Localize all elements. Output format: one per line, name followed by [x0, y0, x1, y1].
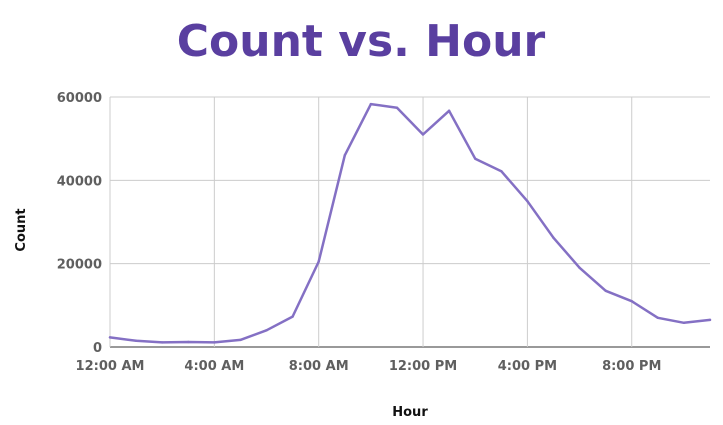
data-point: [578, 266, 581, 270]
data-point: [630, 299, 633, 303]
data-point: [447, 109, 451, 112]
data-point: [369, 102, 373, 106]
data-point: [526, 199, 529, 203]
data-point: [291, 315, 294, 318]
data-point: [604, 289, 607, 292]
x-tick-label: 8:00 PM: [602, 359, 661, 374]
chart-title: Count vs. Hour: [177, 16, 546, 67]
series-layer: [108, 102, 712, 344]
data-point: [708, 318, 712, 322]
data-point: [265, 329, 268, 332]
data-point: [552, 236, 555, 240]
y-tick-label: 60000: [57, 91, 102, 106]
x-tick-label: 8:00 AM: [289, 359, 349, 374]
x-tick-label: 12:00 PM: [389, 359, 457, 374]
y-tick-label: 20000: [57, 258, 102, 273]
data-point: [213, 341, 216, 344]
grid-lines: [109, 96, 710, 348]
axis-ticks: 0 20000 40000 60000 12:00 AM 4:00 AM 8:00 AM 12…: [57, 91, 662, 374]
x-tick-label: 4:00 PM: [498, 359, 557, 374]
y-tick-label: 0: [93, 341, 102, 356]
x-tick-label: 12:00 AM: [76, 359, 145, 374]
data-point: [134, 339, 138, 342]
data-point: [474, 157, 477, 160]
series-line-count: [108, 102, 712, 344]
data-point: [395, 106, 399, 110]
data-point: [317, 260, 320, 263]
data-point: [421, 133, 425, 136]
x-axis-label: Hour: [392, 405, 428, 420]
data-point: [682, 321, 686, 325]
y-axis-label: Count: [14, 208, 29, 251]
y-tick-label: 40000: [57, 174, 102, 189]
data-point: [500, 169, 503, 173]
x-tick-label: 4:00 AM: [184, 359, 244, 374]
data-point: [108, 336, 112, 339]
data-point: [160, 341, 164, 344]
data-point: [187, 340, 190, 344]
data-point: [239, 338, 242, 342]
data-point: [343, 154, 346, 157]
data-point: [656, 316, 660, 320]
